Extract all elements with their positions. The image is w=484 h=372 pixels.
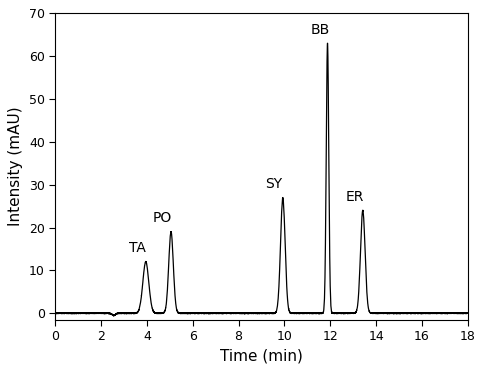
Text: ER: ER [345, 190, 363, 204]
X-axis label: Time (min): Time (min) [220, 349, 303, 364]
Text: TA: TA [129, 241, 146, 256]
Text: PO: PO [153, 211, 172, 225]
Y-axis label: Intensity (mAU): Intensity (mAU) [8, 107, 23, 226]
Text: BB: BB [310, 23, 330, 37]
Text: SY: SY [265, 177, 282, 191]
